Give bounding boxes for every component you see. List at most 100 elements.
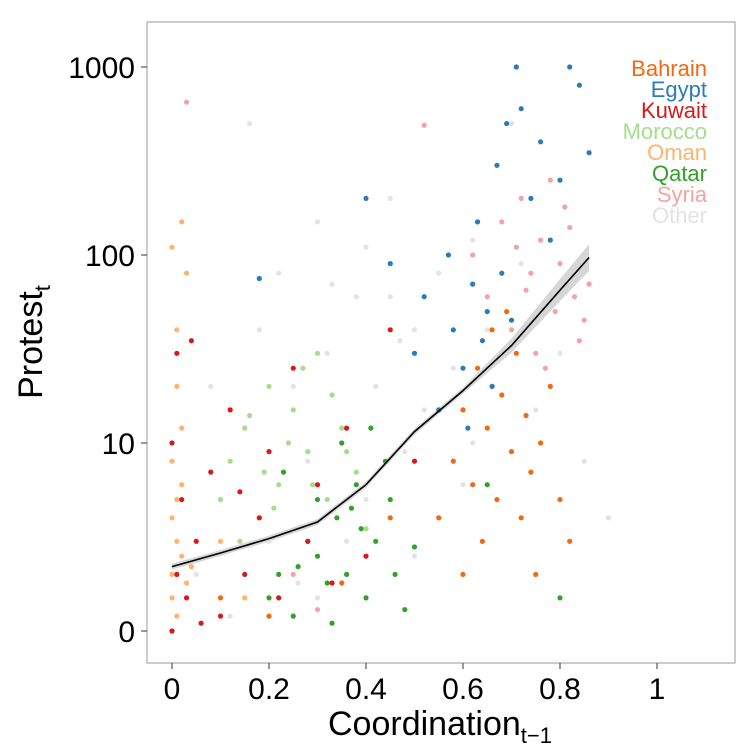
y-axis-label: Protestt <box>12 285 55 399</box>
point-other <box>460 482 466 488</box>
point-morocco <box>329 392 335 398</box>
legend-label-egypt: Egypt <box>651 77 707 102</box>
point-egypt <box>470 281 476 287</box>
point-oman <box>183 580 190 586</box>
point-bahrain <box>533 571 539 578</box>
point-kuwait <box>329 580 335 586</box>
point-other <box>363 244 369 250</box>
point-egypt <box>547 237 553 243</box>
point-morocco <box>227 458 233 464</box>
point-bahrain <box>450 458 456 464</box>
point-egypt <box>256 275 262 282</box>
point-qatar <box>329 620 335 626</box>
point-bahrain <box>504 308 510 315</box>
point-kuwait <box>290 365 296 371</box>
point-oman <box>242 595 248 601</box>
point-bahrain <box>518 515 524 521</box>
point-bahrain <box>460 407 466 413</box>
point-qatar <box>557 595 563 601</box>
point-other <box>436 270 442 276</box>
point-bahrain <box>499 392 505 398</box>
point-qatar <box>266 595 272 601</box>
point-kuwait <box>227 407 233 413</box>
legend-label-bahrain: Bahrain <box>631 56 707 81</box>
point-other <box>353 294 359 300</box>
point-other <box>518 261 524 267</box>
point-kuwait <box>314 482 321 488</box>
point-other <box>193 571 199 578</box>
point-egypt <box>576 82 583 88</box>
point-other <box>411 327 418 333</box>
legend-label-oman: Oman <box>647 140 707 165</box>
point-kuwait <box>193 538 199 544</box>
point-kuwait <box>208 469 214 475</box>
point-syria <box>547 177 553 183</box>
point-syria <box>518 195 524 202</box>
point-kuwait <box>188 338 194 344</box>
point-qatar <box>339 440 345 446</box>
point-oman <box>169 244 175 250</box>
point-other <box>314 595 321 601</box>
x-tick-label: 0.8 <box>539 673 581 706</box>
point-qatar <box>314 496 321 503</box>
point-egypt <box>513 64 519 70</box>
point-qatar <box>334 515 340 521</box>
point-other <box>363 496 369 503</box>
point-qatar <box>344 571 350 578</box>
point-other <box>314 219 321 225</box>
point-bahrain <box>547 383 553 390</box>
point-bahrain <box>484 425 490 431</box>
point-bahrain <box>528 469 534 475</box>
point-egypt <box>499 270 505 276</box>
x-tick-label: 0.6 <box>442 673 484 706</box>
point-bahrain <box>523 412 529 419</box>
trend-line <box>171 256 590 568</box>
point-oman <box>174 496 180 503</box>
point-egypt <box>450 327 456 333</box>
point-other <box>402 449 408 455</box>
point-egypt <box>586 150 592 156</box>
point-syria <box>542 365 549 371</box>
point-egypt <box>479 338 485 344</box>
point-syria <box>484 294 490 300</box>
point-oman <box>179 553 185 559</box>
x-axis-label: Coordinationt−1 <box>328 705 552 748</box>
point-morocco <box>271 505 277 511</box>
point-syria <box>183 99 190 105</box>
x-tick-label: 0.2 <box>248 673 290 706</box>
point-morocco <box>339 425 345 431</box>
point-qatar <box>353 482 359 488</box>
point-qatar <box>392 571 398 578</box>
point-bahrain <box>387 515 393 521</box>
point-egypt <box>504 120 510 127</box>
point-other <box>329 281 335 287</box>
point-egypt <box>489 383 495 390</box>
point-qatar <box>358 526 364 532</box>
x-axis-ticks: 0 0.2 0.4 0.6 0.8 1 <box>164 663 666 706</box>
point-bahrain <box>538 440 544 446</box>
point-other <box>470 237 476 243</box>
point-kuwait <box>387 327 393 333</box>
point-bahrain <box>489 327 495 333</box>
point-syria <box>508 327 515 333</box>
y-tick-label: 10 <box>102 428 135 461</box>
point-kuwait <box>217 613 224 619</box>
point-bahrain <box>508 449 515 455</box>
point-other <box>387 195 393 202</box>
point-syria <box>552 308 558 315</box>
point-syria <box>513 244 519 250</box>
point-kuwait <box>266 449 272 455</box>
point-other <box>533 407 539 413</box>
point-syria <box>528 270 534 276</box>
point-morocco <box>353 469 359 475</box>
point-syria <box>576 338 583 344</box>
point-bahrain <box>474 365 481 371</box>
point-syria <box>533 350 539 356</box>
point-oman <box>179 425 185 431</box>
point-egypt <box>557 177 563 183</box>
point-morocco <box>300 365 306 371</box>
point-oman <box>169 571 175 578</box>
x-tick-label: 1 <box>649 673 666 706</box>
point-morocco <box>276 482 282 488</box>
